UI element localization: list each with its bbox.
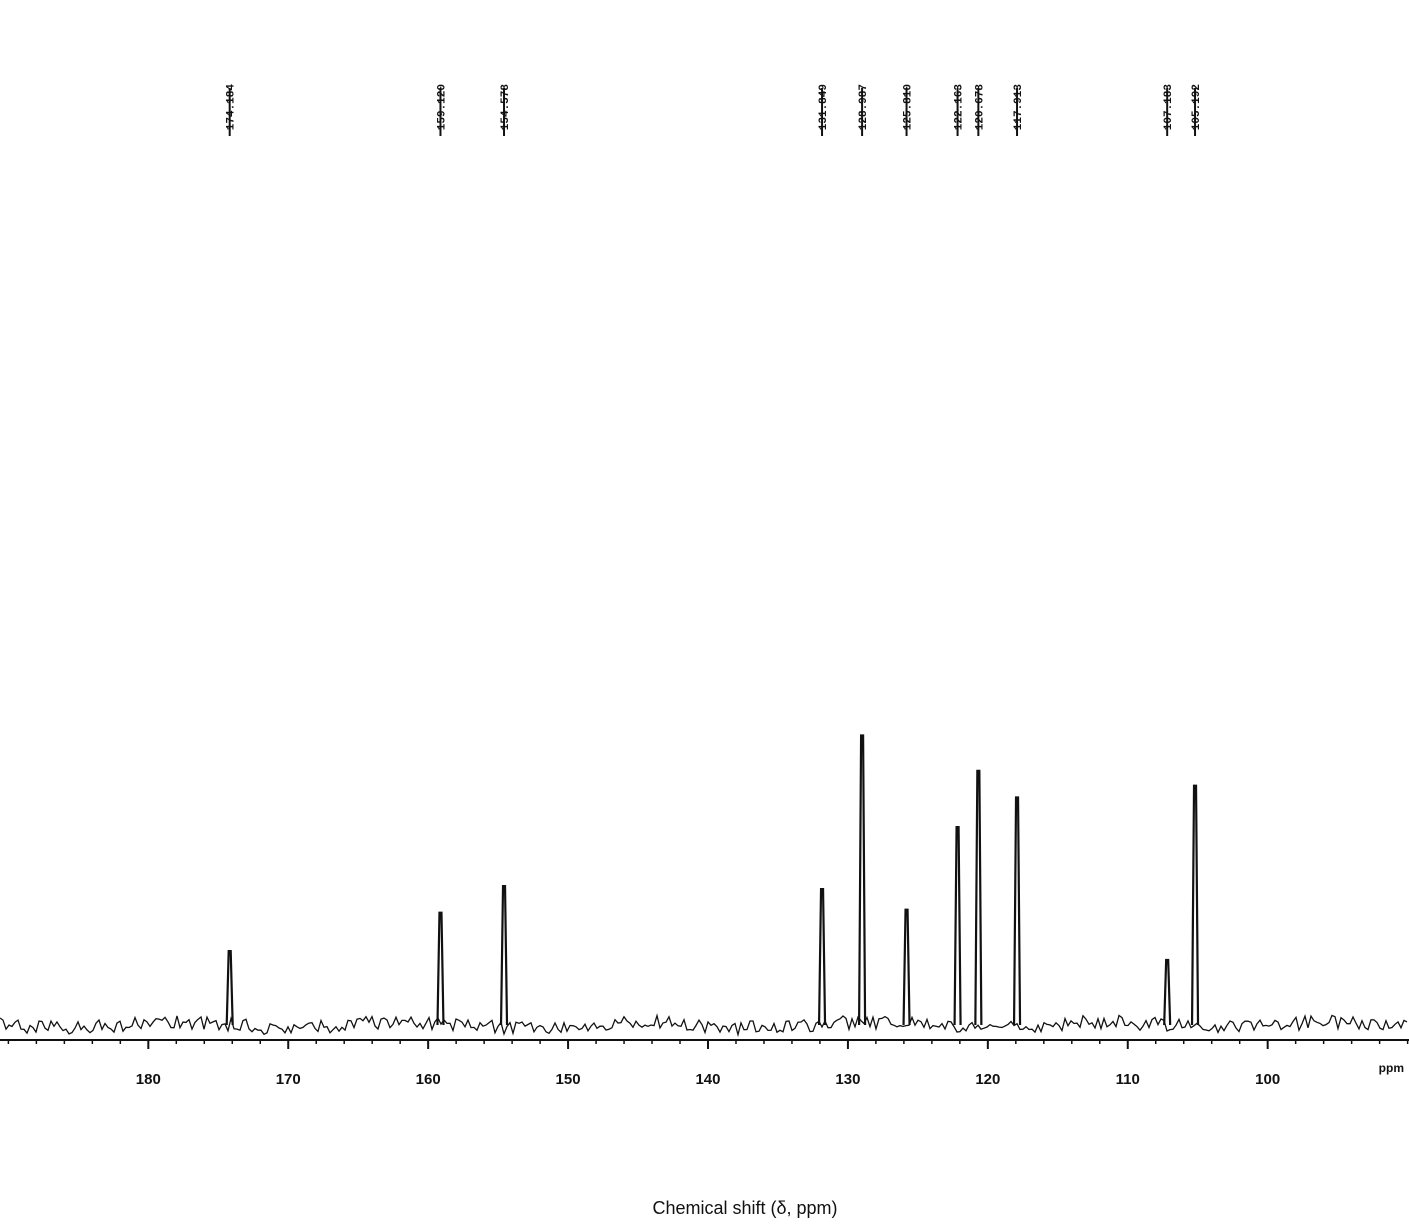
x-tick-label: 100: [1255, 1071, 1280, 1088]
peak-label: 159.120: [436, 84, 448, 130]
peak: [857, 734, 867, 1026]
peak: [1012, 796, 1022, 1026]
x-tick-label: 140: [695, 1071, 720, 1088]
peak-label: 128.987: [858, 84, 870, 130]
peak-label: 131.849: [818, 84, 830, 130]
x-tick-label: 160: [416, 1071, 441, 1088]
peak-label: 125.810: [903, 84, 915, 130]
x-axis-title: Chemical shift (δ, ppm): [652, 1198, 837, 1218]
peak: [902, 908, 911, 1026]
peak: [953, 825, 962, 1026]
x-tick-label: 120: [975, 1071, 1000, 1088]
peak-label: 117.913: [1013, 84, 1025, 131]
peak-label: 107.183: [1163, 84, 1175, 131]
peak: [817, 887, 827, 1026]
peak-label: 154.578: [500, 84, 512, 131]
peak: [499, 885, 509, 1026]
x-tick-label: 130: [835, 1071, 860, 1088]
peak-label: 120.678: [974, 84, 986, 131]
peak: [1163, 958, 1172, 1026]
peak: [225, 950, 234, 1026]
x-tick-label: 170: [276, 1071, 301, 1088]
x-tick-label: 150: [556, 1071, 581, 1088]
x-tick-label: 110: [1116, 1071, 1140, 1088]
x-tick-label: 180: [136, 1071, 161, 1088]
peak: [1190, 784, 1200, 1026]
peak: [436, 911, 445, 1026]
peak-label: 105.192: [1191, 84, 1203, 130]
peak-label: 174.184: [226, 84, 238, 131]
unit-label: ppm: [1379, 1061, 1404, 1075]
baseline-noise: [0, 1013, 1408, 1038]
peak-label: 122.163: [954, 84, 966, 131]
peak: [974, 769, 983, 1026]
